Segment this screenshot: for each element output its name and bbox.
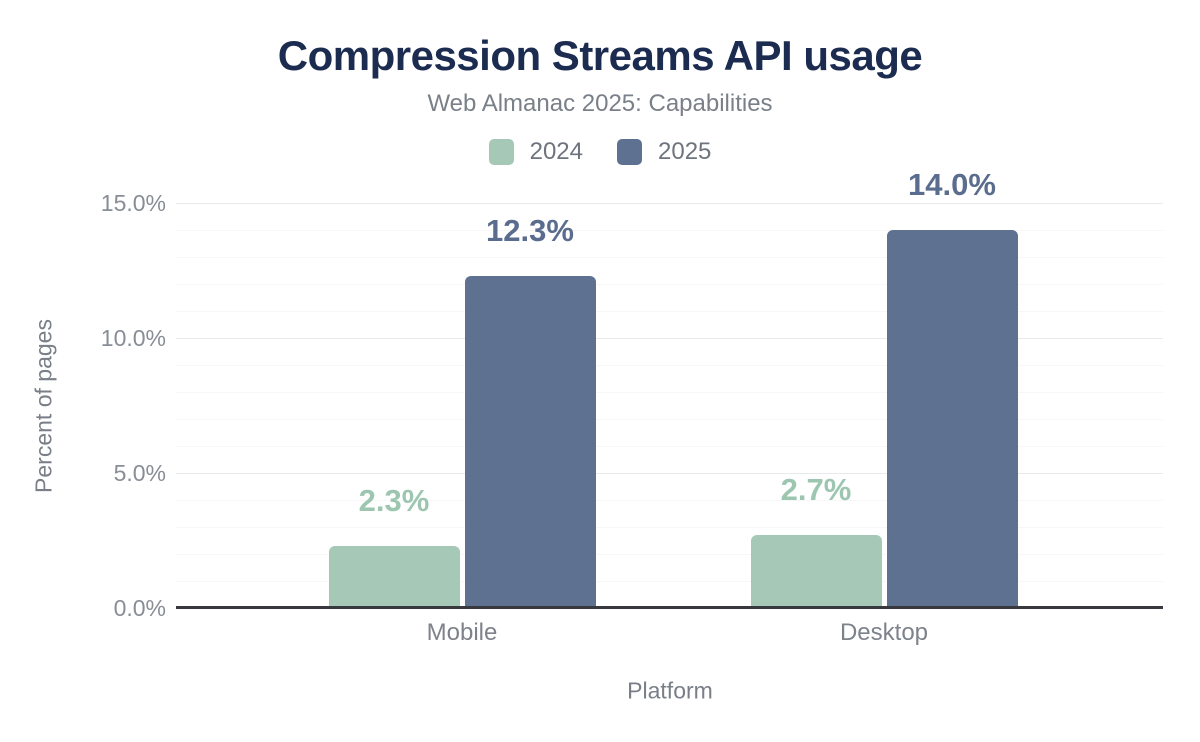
minor-gridline (176, 419, 1163, 420)
minor-gridline (176, 230, 1163, 231)
y-tick-label: 15.0% (100, 190, 166, 216)
value-label-mobile-2024: 2.3% (358, 483, 430, 518)
minor-gridline (176, 257, 1163, 258)
legend-item-2024[interactable]: 2024 (488, 138, 583, 166)
minor-gridline (176, 581, 1163, 582)
x-axis-line (176, 606, 1163, 609)
x-axis-title: Platform (627, 677, 713, 704)
value-label-mobile-2025: 12.3% (486, 213, 574, 248)
value-label-desktop-2025: 14.0% (908, 167, 996, 202)
x-category-label-desktop: Desktop (839, 619, 929, 646)
major-gridline (176, 338, 1163, 339)
legend-item-2025[interactable]: 2025 (617, 138, 711, 166)
minor-gridline (176, 446, 1163, 447)
legend-swatch-2024 (488, 139, 514, 165)
bar-desktop-2024[interactable] (750, 535, 882, 608)
minor-gridline (176, 365, 1163, 366)
bar-mobile-2025[interactable] (464, 276, 596, 608)
y-tick-label: 0.0% (113, 595, 166, 621)
legend: 2024 2025 (0, 138, 1200, 166)
y-tick-label: 10.0% (100, 325, 166, 351)
chart-subtitle: Web Almanac 2025: Capabilities (427, 90, 773, 117)
x-category-label-mobile: Mobile (426, 619, 498, 646)
bar-desktop-2025[interactable] (886, 230, 1018, 608)
y-axis-title: Percent of pages (30, 319, 57, 493)
minor-gridline (176, 500, 1163, 501)
y-tick-label: 5.0% (113, 460, 166, 486)
legend-label-2025: 2025 (658, 138, 712, 165)
major-gridline (176, 473, 1163, 474)
bar-mobile-2024[interactable] (328, 546, 460, 608)
chart-title: Compression Streams API usage (277, 32, 923, 79)
minor-gridline (176, 554, 1163, 555)
value-label-desktop-2024: 2.7% (780, 472, 852, 507)
minor-gridline (176, 284, 1163, 285)
legend-label-2024: 2024 (529, 138, 583, 165)
minor-gridline (176, 311, 1163, 312)
major-gridline (176, 203, 1163, 204)
legend-swatch-2025 (617, 139, 642, 165)
minor-gridline (176, 527, 1163, 528)
minor-gridline (176, 392, 1163, 393)
